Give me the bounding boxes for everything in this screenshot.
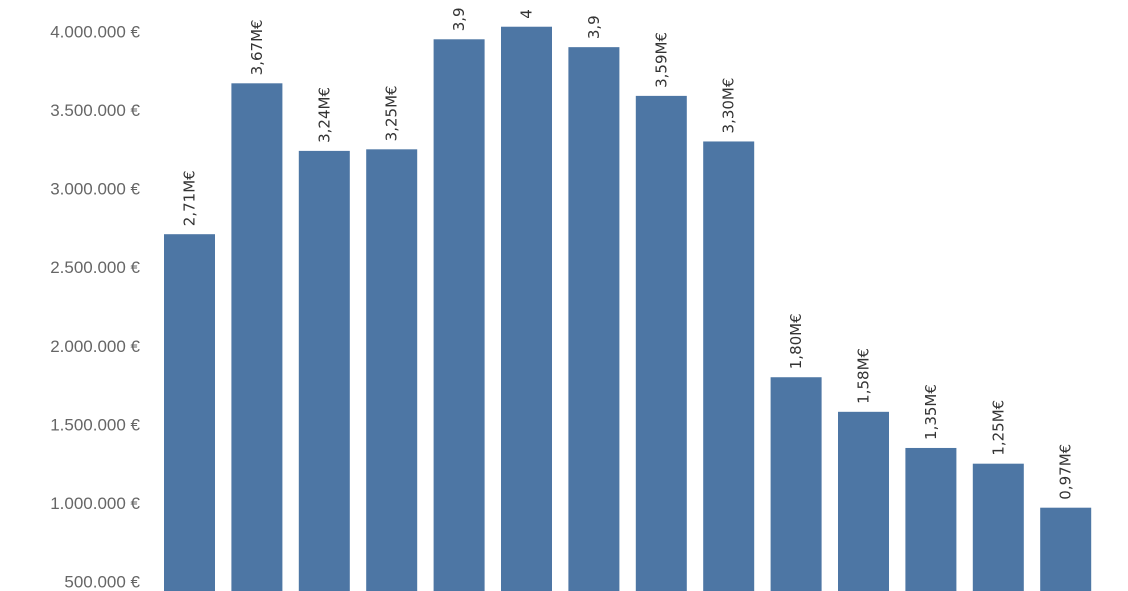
bar-data-label: 1,58M€ [855,348,873,404]
bar-data-label: 3,67M€ [248,19,266,75]
bar-data-label: 4 [518,9,536,19]
bar [1040,507,1092,591]
bar-data-label: 3,59M€ [652,32,670,88]
bar-data-label: 1,25M€ [989,400,1007,456]
bar-data-label: 0,97M€ [1057,444,1075,500]
y-axis: 500.000 € 1.000.000 € 1.500.000 € 2.000.000… [50,22,140,591]
bar [501,26,552,591]
bar [770,377,822,591]
bar [838,411,889,591]
bar [231,83,283,591]
bar [635,95,687,591]
bar [298,150,350,591]
y-tick-label: 500.000 € [64,573,140,591]
bar-data-label: 3,9 [450,7,468,31]
y-tick-label: 2.500.000 € [50,258,140,277]
bar [433,39,485,591]
bar-data-label: 1,35M€ [922,384,940,440]
bar [972,463,1024,591]
y-tick-label: 1.500.000 € [50,415,140,434]
y-tick-label: 3.500.000 € [50,101,140,120]
bar-data-label: 1,80M€ [787,313,805,369]
bar [164,234,215,591]
bar [568,47,620,591]
y-tick-label: 2.000.000 € [50,337,140,356]
y-tick-label: 3.000.000 € [50,180,140,199]
bar-data-label: 3,9 [585,15,603,39]
y-tick-label: 4.000.000 € [50,22,140,41]
bars [164,26,1092,591]
bar-data-label: 2,71M€ [181,170,199,226]
bar [366,149,418,591]
bar-data-label: 3,25M€ [383,85,401,141]
bar [905,447,957,591]
bar [703,141,755,591]
bar-data-label: 3,30M€ [720,78,738,134]
y-tick-label: 1.000.000 € [50,494,140,513]
data-labels: 2,71M€ 3,67M€ 3,24M€ 3,25M€ 3,9 4 3,9 3,59M€ 3,3… [181,7,1075,499]
bar-data-label: 3,24M€ [315,87,333,143]
